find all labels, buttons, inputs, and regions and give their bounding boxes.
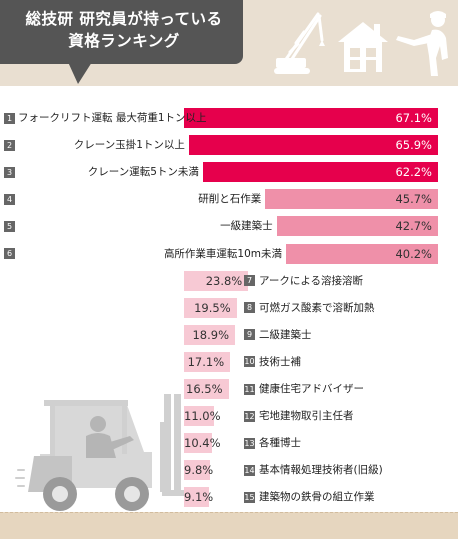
bar-rank-7 xyxy=(184,270,249,291)
category-label-rank-2: クレーン玉掛1トン以上 xyxy=(73,139,185,152)
category-label-rank-1: フォークリフト運転 最大荷重1トン以上 xyxy=(18,112,207,124)
value-label-rank-2: 65.9% xyxy=(395,138,432,153)
rank-badge-8: 8 xyxy=(244,302,255,314)
bar-rank-6 xyxy=(286,243,438,264)
bar-rank-13 xyxy=(184,433,213,454)
value-label-rank-10: 17.1% xyxy=(187,354,225,369)
bar-rank-8 xyxy=(184,297,237,318)
title-line-2: 資格ランキング xyxy=(68,32,180,50)
bar-rank-5 xyxy=(276,216,438,237)
value-label-rank-12: 11.0% xyxy=(184,409,221,424)
rank-badge-7: 7 xyxy=(244,275,255,287)
bar-rank-4 xyxy=(265,189,438,210)
rank-badge-2: 2 xyxy=(4,139,15,151)
value-label-rank-5: 42.7% xyxy=(395,219,432,234)
bar-rank-9 xyxy=(184,324,236,345)
title-bubble xyxy=(0,0,243,64)
category-label-rank-4: 研削と石作業 xyxy=(198,193,262,206)
bar-rank-1 xyxy=(184,108,438,128)
rank-badge-6: 6 xyxy=(4,248,15,259)
bar-rank-10 xyxy=(184,351,231,372)
rank-badge-9: 9 xyxy=(244,329,255,341)
forklift-icon xyxy=(15,394,202,511)
rank-badge-14: 14 xyxy=(244,464,255,476)
bar-rank-14 xyxy=(184,460,211,481)
worker-icon xyxy=(396,11,448,77)
category-label-rank-10: 技術士補 xyxy=(259,355,301,368)
value-label-rank-11: 16.5% xyxy=(186,382,223,396)
category-label-rank-9: 二級建築士 xyxy=(259,328,312,341)
value-label-rank-9: 18.9% xyxy=(192,327,230,342)
category-label-rank-14: 基本情報処理技術者(旧級) xyxy=(259,464,383,477)
rank-badge-4: 4 xyxy=(4,193,15,205)
bar-rank-12 xyxy=(184,406,214,427)
category-label-rank-15: 建築物の鉄骨の組立作業 xyxy=(259,491,375,504)
value-label-rank-13: 10.4% xyxy=(184,436,221,451)
rank-badge-15: 15 xyxy=(244,491,255,503)
bar-rank-3 xyxy=(202,162,438,183)
value-label-rank-7: 23.8% xyxy=(205,273,243,288)
title-bubble-tail xyxy=(68,62,92,84)
bar-rank-2 xyxy=(188,135,438,156)
rank-badge-13: 13 xyxy=(244,437,255,449)
category-label-rank-7: アークによる溶接溶断 xyxy=(259,274,364,287)
value-label-rank-8: 19.5% xyxy=(194,300,231,315)
rank-badge-11: 11 xyxy=(244,383,255,395)
value-label-rank-3: 62.2% xyxy=(395,165,432,180)
floor-band xyxy=(0,512,458,539)
rank-badge-5: 5 xyxy=(4,220,15,232)
house-icon xyxy=(338,22,388,72)
category-label-rank-5: 一級建築士 xyxy=(220,220,273,233)
value-label-rank-15: 9.1% xyxy=(184,490,214,505)
category-label-rank-11: 健康住宅アドバイザー xyxy=(259,383,364,395)
bar-rank-15 xyxy=(184,487,209,508)
bar-rank-11 xyxy=(184,379,229,399)
rank-badge-1: 1 xyxy=(4,112,15,124)
value-label-rank-4: 45.7% xyxy=(395,192,432,207)
category-label-rank-13: 各種博士 xyxy=(259,437,301,450)
category-label-rank-3: クレーン運転5トン未満 xyxy=(87,166,199,179)
category-label-rank-8: 可燃ガス酸素で溶断加熱 xyxy=(259,301,375,314)
value-label-rank-14: 9.8% xyxy=(184,463,214,478)
category-label-rank-12: 宅地建物取引主任者 xyxy=(259,410,354,423)
crane-icon xyxy=(274,12,325,74)
rank-badge-12: 12 xyxy=(244,410,255,422)
title-line-1: 総技研 研究員が持っている xyxy=(25,10,223,28)
category-label-rank-6: 高所作業車運転10m未満 xyxy=(163,247,283,260)
rank-badge-3: 3 xyxy=(4,166,15,178)
rank-badge-10: 10 xyxy=(244,356,255,368)
chart-title: 総技研 研究員が持っている 資格ランキング xyxy=(8,8,240,52)
value-label-rank-1: 67.1% xyxy=(395,111,432,125)
value-label-rank-6: 40.2% xyxy=(395,246,432,261)
